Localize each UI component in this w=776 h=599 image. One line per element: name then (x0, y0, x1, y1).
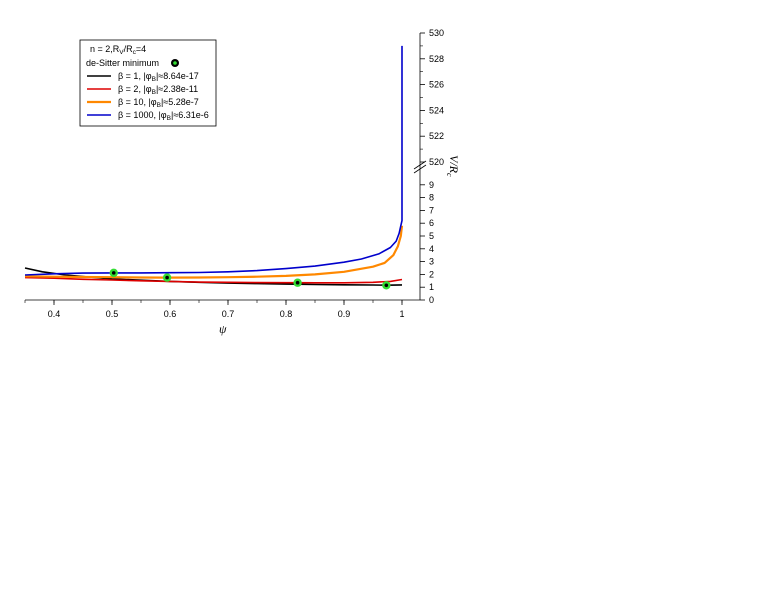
plot-frame (25, 33, 427, 301)
legend-box (79, 39, 217, 127)
y-tick-label: 528 (429, 54, 444, 64)
svg-text:V/Rc: V/Rc (445, 155, 461, 177)
x-tick-label: 0.7 (222, 309, 235, 319)
y-tick-label: 7 (429, 205, 434, 215)
y-tick-label: 9 (429, 180, 434, 190)
de-sitter-minimum-center (384, 283, 389, 288)
y-axis: 0 1 2 3 4 5 6 7 8 9 520 522 524 526 528 530 (420, 28, 444, 305)
y-tick-label: 522 (429, 131, 444, 141)
legend-items: β = 1, |φB|≈8.64e-17β = 2, |φB|≈2.38e-11… (87, 71, 209, 122)
legend-header: n = 2,RV/Rc=4 (90, 44, 146, 56)
y-tick-label: 4 (429, 244, 434, 254)
y-tick-label: 0 (429, 295, 434, 305)
y-tick-label: 2 (429, 269, 434, 279)
y-axis-title: V/Rc (445, 155, 461, 177)
y-tick-label: 530 (429, 28, 444, 38)
x-tick-label: 0.6 (164, 309, 177, 319)
y-tick-label: 6 (429, 218, 434, 228)
y-tick-label: 524 (429, 105, 444, 115)
y-tick-label: 526 (429, 80, 444, 90)
x-tick-label: 0.8 (280, 309, 293, 319)
minima-layer (109, 268, 391, 290)
y-tick-label: 520 (429, 157, 444, 167)
y-tick-label: 5 (429, 231, 434, 241)
de-sitter-minimum-center (111, 271, 116, 275)
y-axis-title-main: V/R (447, 155, 461, 174)
x-axis-title: ψ (219, 322, 227, 336)
x-tick-label: 0.5 (106, 309, 119, 319)
legend-minimum-marker-center (173, 61, 177, 65)
axis-break-mark (413, 164, 427, 174)
series-line-2 (24, 276, 403, 284)
legend-label-1: β = 1, |φB|≈8.64e-17 (118, 71, 199, 83)
x-tick-label: 1 (399, 309, 404, 319)
x-tick-label: 0.4 (48, 309, 61, 319)
x-axis: 0.4 0.5 0.6 0.7 0.8 0.9 1 (24, 300, 405, 319)
legend-minimum-label: de-Sitter minimum (86, 58, 159, 68)
y-tick-label: 3 (429, 257, 434, 267)
series-line-3 (24, 225, 404, 279)
legend: n = 2,RV/Rc=4 de-Sitter minimum β = 1, |… (79, 39, 217, 127)
y-axis-title-sub: c (445, 173, 454, 177)
x-tick-label: 0.9 (338, 309, 351, 319)
y-tick-label: 1 (429, 282, 434, 292)
y-tick-label: 8 (429, 193, 434, 203)
legend-label-3: β = 10, |φB|≈5.28e-7 (118, 97, 199, 109)
de-sitter-minimum-center (295, 280, 300, 285)
legend-label-2: β = 2, |φB|≈2.38e-11 (118, 84, 198, 96)
de-sitter-minimum-center (165, 275, 169, 280)
legend-label-4: β = 1000, |φB|≈6.31e-6 (118, 110, 209, 122)
